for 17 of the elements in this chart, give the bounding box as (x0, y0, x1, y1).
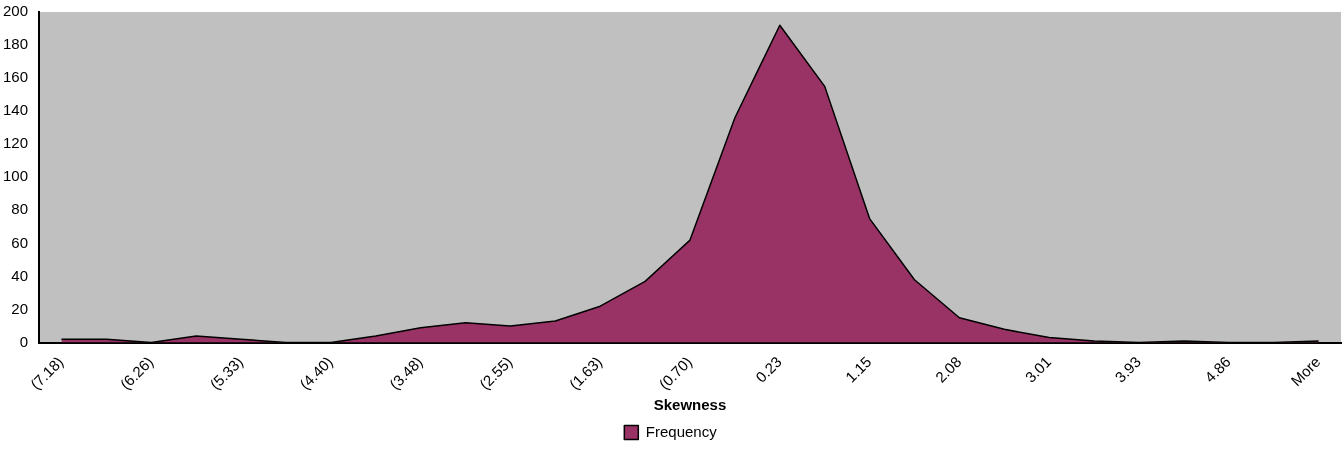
x-tick-label: 4.86 (1201, 352, 1234, 386)
y-tick-label: 0 (19, 332, 29, 350)
y-tick-label: 200 (3, 2, 29, 20)
y-tick-label: 80 (11, 200, 29, 218)
x-axis-title: Skewness (653, 396, 727, 414)
y-tick-label: 180 (3, 35, 29, 53)
x-tick-label: 3.01 (1021, 352, 1055, 386)
y-tick-label: 20 (11, 299, 29, 317)
y-tick-label: 140 (3, 101, 29, 119)
y-tick-label: 100 (3, 167, 29, 185)
legend-label: Frequency (645, 422, 718, 440)
y-tick-label: 40 (11, 266, 29, 284)
x-tick-label: 0.23 (752, 352, 785, 386)
y-tick-label: 60 (11, 233, 29, 251)
x-tick-label: 3.93 (1111, 352, 1145, 386)
y-tick-label: 120 (3, 134, 29, 152)
y-tick-label: 160 (3, 68, 29, 86)
